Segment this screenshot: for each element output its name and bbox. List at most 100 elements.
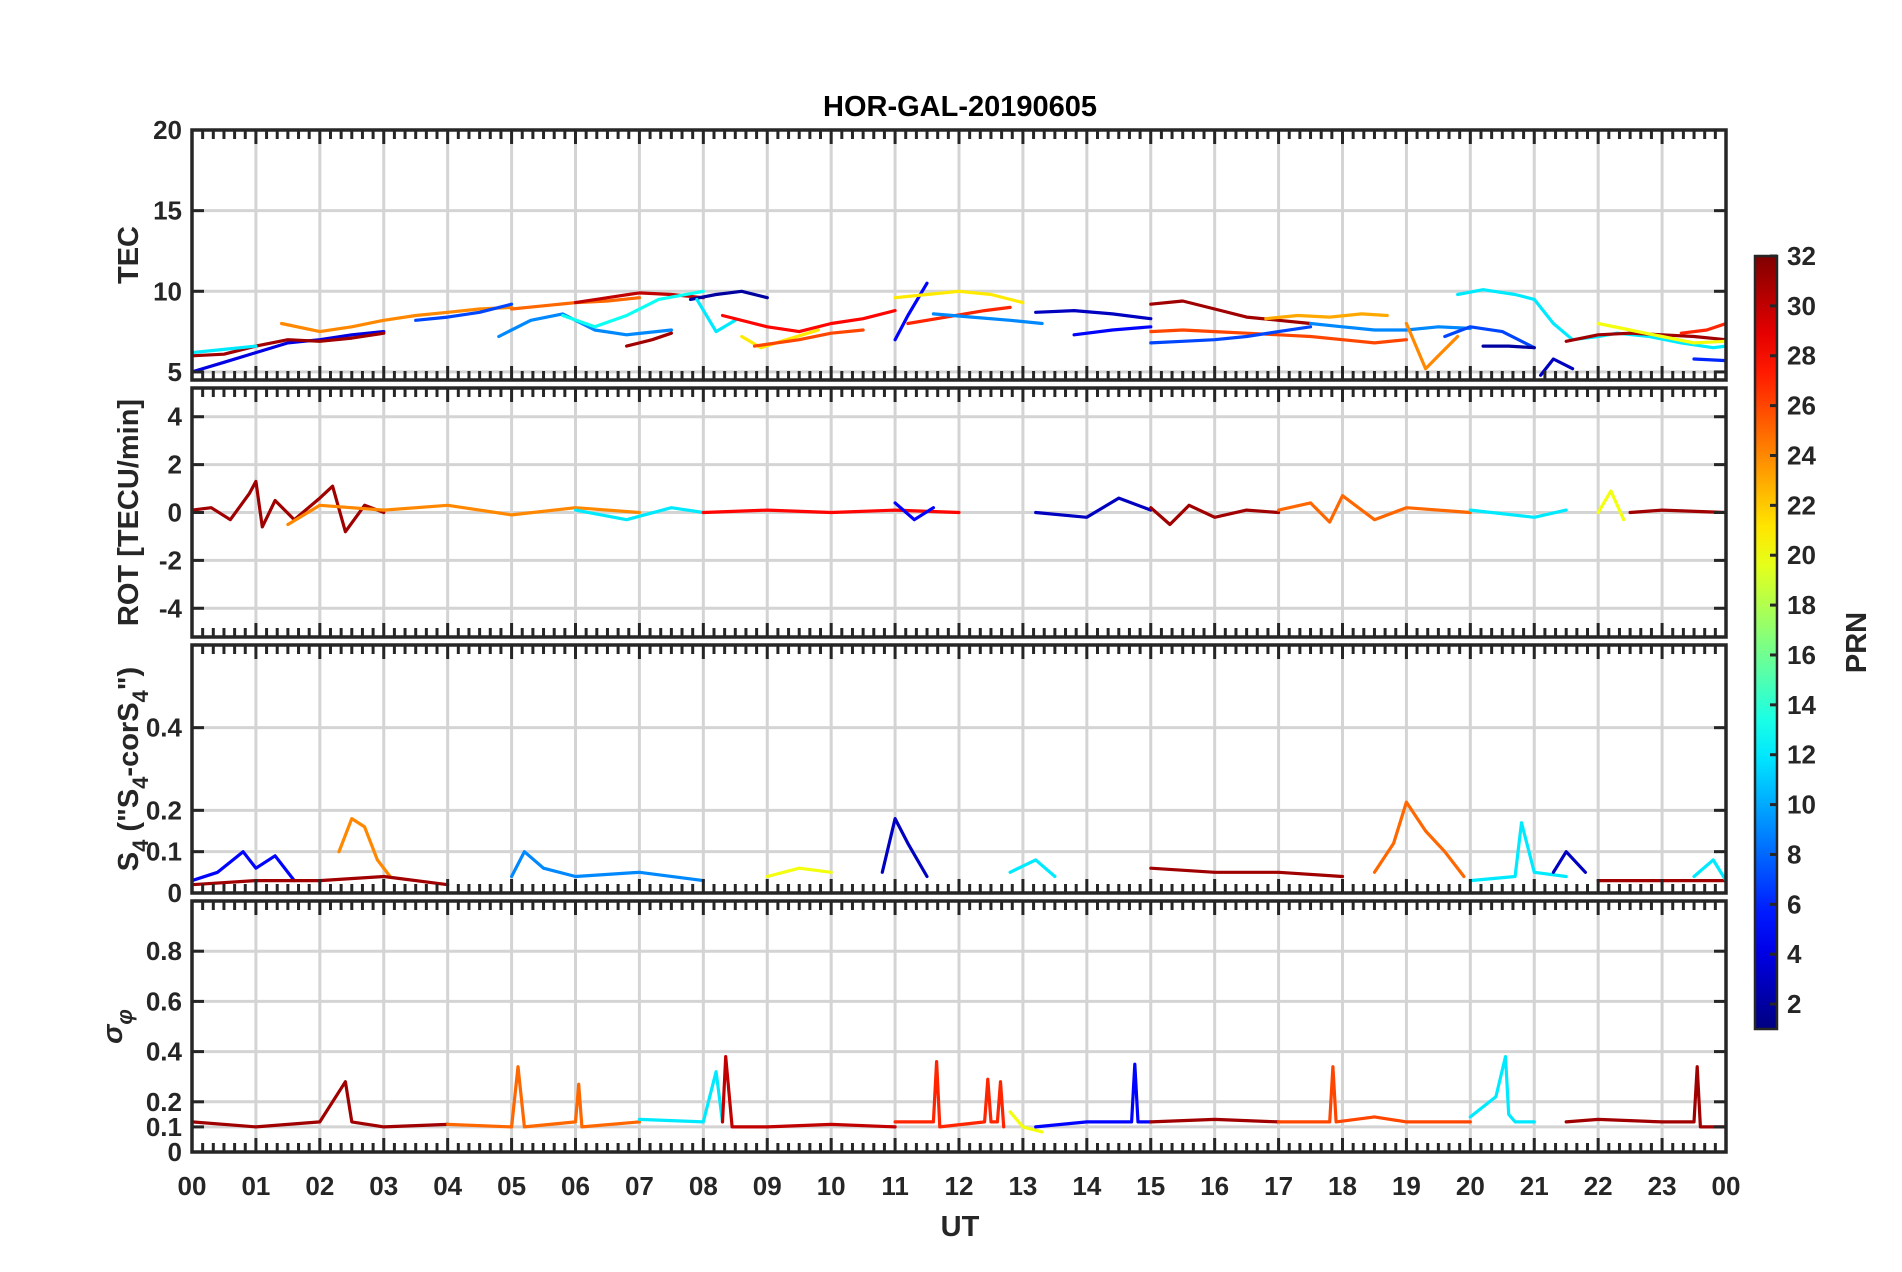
x-tick-label: 09 — [753, 1171, 782, 1201]
y-tick-label: 2 — [168, 450, 182, 480]
x-tick-label: 14 — [1072, 1171, 1101, 1201]
colorbar-tick-label: 18 — [1787, 590, 1816, 620]
x-tick-label: 02 — [305, 1171, 334, 1201]
series-line-prn-20 — [1008, 1110, 1044, 1134]
x-tick-label: 05 — [497, 1171, 526, 1201]
y-tick-label: 20 — [153, 115, 182, 145]
series-line-prn-24 — [337, 816, 392, 879]
x-tick-label: 11 — [881, 1171, 909, 1201]
series-line-prn-23 — [1264, 312, 1389, 321]
colorbar-tick-label: 16 — [1787, 640, 1816, 670]
y-tick-label: -2 — [159, 545, 182, 575]
y-tick-label: 5 — [168, 357, 182, 387]
x-tick-label: 00 — [178, 1171, 207, 1201]
chart-title: HOR-GAL-20190605 — [823, 91, 1097, 123]
series-line-prn-7 — [1443, 325, 1536, 350]
y-tick-label: 0.4 — [146, 713, 183, 743]
series-group — [192, 479, 1726, 534]
x-tick-label: 13 — [1008, 1171, 1037, 1201]
y-tick-label: 0 — [168, 878, 182, 908]
series-line-prn-31 — [1149, 1117, 1281, 1124]
series-line-prn-12 — [573, 506, 705, 522]
series-line-prn-12 — [192, 344, 258, 355]
series-line-prn-31 — [1564, 1065, 1726, 1129]
series-line-prn-25 — [1276, 494, 1472, 524]
colorbar-tick-label: 8 — [1787, 839, 1801, 869]
series-line-prn-28 — [720, 309, 897, 334]
x-tick-label: 08 — [689, 1171, 718, 1201]
colorbar-tick-label: 4 — [1787, 939, 1802, 969]
series-line-prn-9 — [510, 850, 705, 883]
x-tick-label: 21 — [1520, 1171, 1549, 1201]
series-line-prn-12 — [695, 297, 737, 334]
series-line-prn-28 — [701, 508, 961, 515]
y-tick-label: 0.8 — [146, 936, 182, 966]
series-line-prn-31 — [192, 331, 386, 358]
x-tick-label: 17 — [1264, 1171, 1293, 1201]
series-line-prn-5 — [1034, 1062, 1153, 1129]
series-line-prn-7 — [414, 302, 514, 322]
series-line-prn-24 — [279, 305, 514, 334]
series-line-prn-31 — [1149, 866, 1345, 879]
series-line-prn-5 — [893, 501, 936, 522]
series-line-prn-5 — [192, 850, 296, 883]
colorbar-tick-label: 22 — [1787, 490, 1816, 520]
x-tick-label: 01 — [241, 1171, 270, 1201]
colorbar-tick-label: 20 — [1787, 540, 1816, 570]
series-line-prn-12 — [637, 1070, 725, 1124]
series-line-prn-20 — [1596, 489, 1626, 522]
series-group — [192, 1054, 1726, 1134]
colorbar-tick-label: 6 — [1787, 889, 1801, 919]
axes-frame — [190, 128, 1728, 382]
x-tick-label: 00 — [1712, 1171, 1741, 1201]
panel-sigma-phi: 00.10.2 0.4 0.6 0.8 σφ — [97, 899, 1728, 1167]
y-tick-label: 0.2 — [146, 795, 182, 825]
series-line-prn-5 — [1072, 325, 1153, 337]
colorbar-tick-label: 28 — [1787, 341, 1816, 371]
colorbar-tick-label: 2 — [1787, 989, 1801, 1019]
series-line-prn-12 — [1468, 1054, 1536, 1124]
y-tick-label: 0.2 — [146, 1087, 182, 1117]
series-line-prn-27 — [893, 1059, 1006, 1129]
series-line-prn-13 — [561, 289, 705, 329]
y-tick-label: 0 — [168, 1137, 182, 1167]
x-tick-label: 22 — [1584, 1171, 1613, 1201]
y-tick-label: 0.4 — [146, 1037, 183, 1067]
colorbar-label: PRN — [1841, 612, 1873, 673]
series-line-prn-3 — [1034, 309, 1153, 321]
x-tick-label: 07 — [625, 1171, 654, 1201]
y-tick-label: 4 — [168, 402, 183, 432]
series-line-prn-12 — [1468, 508, 1568, 519]
series-line-prn-12 — [1532, 297, 1726, 350]
y-tick-label: 10 — [153, 276, 182, 306]
series-group — [192, 281, 1726, 377]
y-tick-label: 15 — [153, 196, 182, 226]
x-axis-label: UT — [941, 1211, 980, 1243]
series-line-prn-7 — [1149, 325, 1313, 345]
x-tick-label: 20 — [1456, 1171, 1485, 1201]
y-axis-label: σφ — [97, 1009, 137, 1044]
colorbar-gradient — [1753, 254, 1779, 1031]
colorbar-tick-label: 30 — [1787, 291, 1816, 321]
axes-frame — [190, 643, 1728, 895]
series-line-prn-25 — [1372, 800, 1466, 879]
x-tick-label: 06 — [561, 1171, 590, 1201]
x-tick-label: 15 — [1136, 1171, 1165, 1201]
series-line-prn-31 — [1628, 508, 1726, 515]
series-line-prn-21 — [893, 289, 1025, 305]
series-line-prn-26 — [752, 328, 865, 348]
panel-rot: -4 -2 0 2 4 ROT [TECU/min] — [113, 386, 1728, 639]
series-line-prn-9 — [497, 312, 674, 339]
x-tick-label: 10 — [817, 1171, 846, 1201]
x-tick-label: 19 — [1392, 1171, 1421, 1201]
x-tick-label: 12 — [945, 1171, 974, 1201]
x-tick-label: 23 — [1648, 1171, 1677, 1201]
series-line-prn-2 — [688, 289, 769, 301]
series-line-prn-26 — [1276, 1065, 1472, 1124]
colorbar-tick-label: 24 — [1787, 440, 1816, 470]
y-axis-label: ROT [TECU/min] — [113, 399, 145, 626]
series-line-prn-31 — [192, 479, 386, 534]
series-line-prn-27 — [1679, 321, 1726, 335]
